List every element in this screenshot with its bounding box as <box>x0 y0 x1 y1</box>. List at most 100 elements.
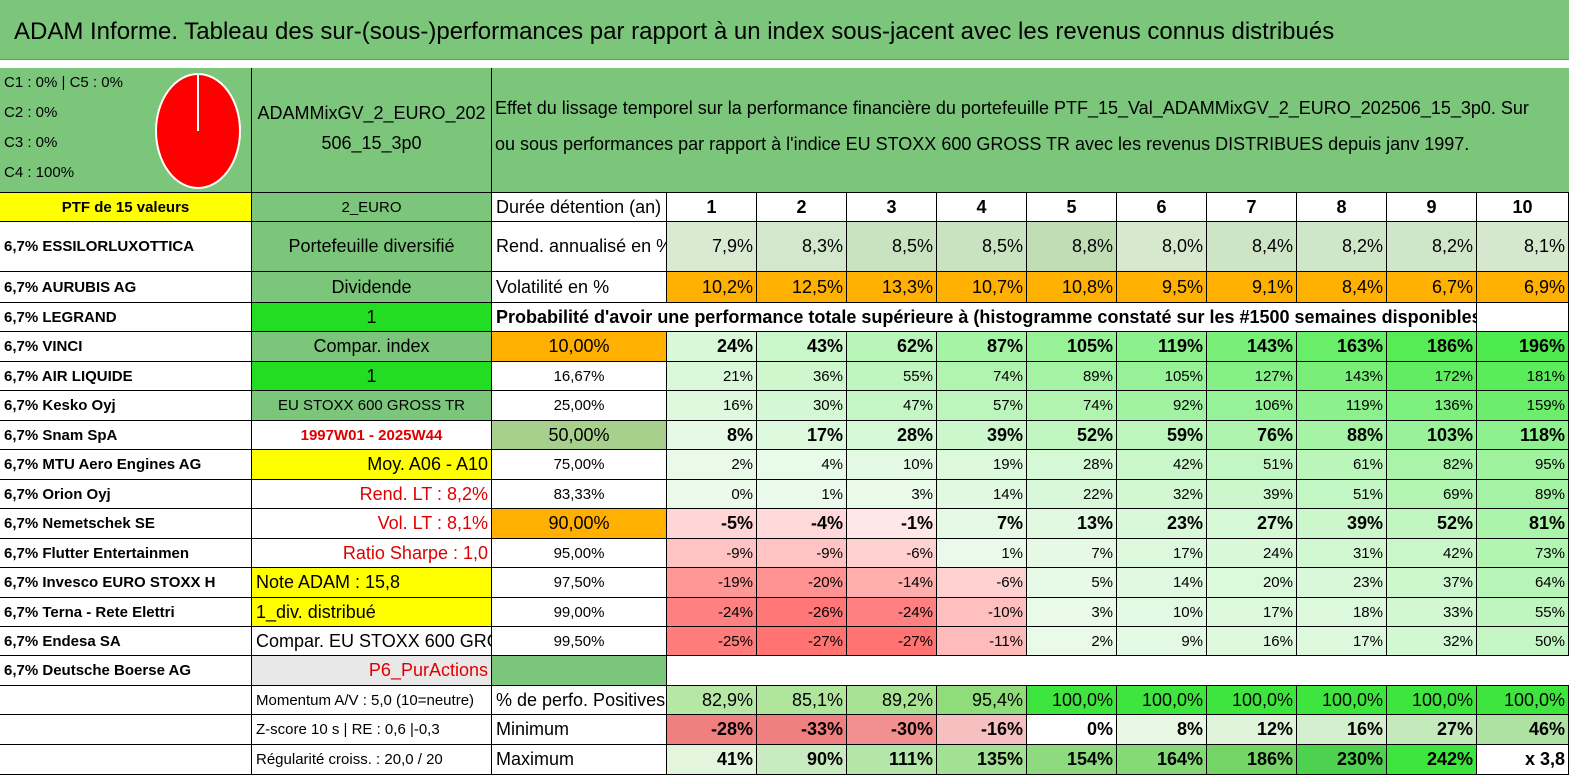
year-header: 5 <box>1027 193 1117 222</box>
probability-value: 5% <box>1027 568 1117 598</box>
info-cell: Ratio Sharpe : 1,0 <box>252 539 492 568</box>
probability-value: 51% <box>1207 450 1297 480</box>
probability-value: 88% <box>1297 421 1387 450</box>
minimum-value: 16% <box>1297 715 1387 745</box>
pie-chart <box>155 73 241 189</box>
probability-value: 8% <box>667 421 757 450</box>
probability-value: 24% <box>1207 539 1297 568</box>
probability-value: -27% <box>757 627 847 656</box>
probability-value: 10% <box>847 450 937 480</box>
positive-value: 85,1% <box>757 686 847 715</box>
maximum-value: 135% <box>937 745 1027 775</box>
info-cell: Compar. EU STOXX 600 GROSS TI <box>252 627 492 656</box>
probability-value: 82% <box>1387 450 1477 480</box>
probability-value: 28% <box>847 421 937 450</box>
year-header: 4 <box>937 193 1027 222</box>
holding-item: 6,7% AURUBIS AG <box>0 272 252 303</box>
probability-value: 17% <box>1207 598 1297 627</box>
probability-value: 52% <box>1387 509 1477 539</box>
probability-value: 30% <box>757 391 847 421</box>
info-cell: Dividende <box>252 272 492 303</box>
minimum-value: 8% <box>1117 715 1207 745</box>
probability-value: 42% <box>1387 539 1477 568</box>
probability-value: 143% <box>1297 362 1387 391</box>
positive-value: 100,0% <box>1387 686 1477 715</box>
probability-value: 3% <box>847 480 937 509</box>
empty-cell <box>0 715 252 745</box>
probability-value: 7% <box>937 509 1027 539</box>
probability-level: 99,50% <box>492 627 667 656</box>
info-cell: Note ADAM : 15,8 <box>252 568 492 598</box>
volatility-value: 9,5% <box>1117 272 1207 303</box>
probability-value: -11% <box>937 627 1027 656</box>
maximum-value: 186% <box>1207 745 1297 775</box>
probability-level: 83,33% <box>492 480 667 509</box>
positive-value: 100,0% <box>1297 686 1387 715</box>
probability-value: 17% <box>757 421 847 450</box>
probability-value: 23% <box>1117 509 1207 539</box>
info-cell: 1_div. distribué <box>252 598 492 627</box>
minimum-value: 46% <box>1477 715 1569 745</box>
info-cell: Moy. A06 - A10 <box>252 450 492 480</box>
empty-cell <box>1477 303 1569 332</box>
holding-item: 6,7% Snam SpA <box>0 421 252 450</box>
row-label: Durée détention (an) <box>492 193 667 222</box>
positive-value: 95,4% <box>937 686 1027 715</box>
volatility-value: 8,4% <box>1297 272 1387 303</box>
probability-value: -19% <box>667 568 757 598</box>
probability-value: 18% <box>1297 598 1387 627</box>
probability-value: 39% <box>1297 509 1387 539</box>
minimum-value: -33% <box>757 715 847 745</box>
return-value: 8,8% <box>1027 222 1117 272</box>
minimum-value: -28% <box>667 715 757 745</box>
probability-value: 105% <box>1027 332 1117 362</box>
probability-value: -10% <box>937 598 1027 627</box>
probability-value: -14% <box>847 568 937 598</box>
probability-value: 118% <box>1477 421 1569 450</box>
maximum-value: 242% <box>1387 745 1477 775</box>
maximum-value: 111% <box>847 745 937 775</box>
probability-value: -26% <box>757 598 847 627</box>
probability-value: 55% <box>1477 598 1569 627</box>
probability-value: 81% <box>1477 509 1569 539</box>
volatility-value: 10,2% <box>667 272 757 303</box>
probability-value: 69% <box>1387 480 1477 509</box>
probability-value: 105% <box>1117 362 1207 391</box>
probability-level: 95,00% <box>492 539 667 568</box>
maximum-value: 41% <box>667 745 757 775</box>
probability-value: 4% <box>757 450 847 480</box>
probability-value: 59% <box>1117 421 1207 450</box>
probability-value: -1% <box>847 509 937 539</box>
volatility-value: 10,7% <box>937 272 1027 303</box>
probability-value: 31% <box>1297 539 1387 568</box>
probability-value: 9% <box>1117 627 1207 656</box>
probability-value: 127% <box>1207 362 1297 391</box>
probability-level: 75,00% <box>492 450 667 480</box>
return-value: 8,5% <box>847 222 937 272</box>
info-cell: Compar. index <box>252 332 492 362</box>
info-cell: 1 <box>252 303 492 332</box>
row-label: Rend. annualisé en % <box>492 222 667 272</box>
volatility-value: 12,5% <box>757 272 847 303</box>
empty-cell <box>0 686 252 715</box>
minimum-value: 12% <box>1207 715 1297 745</box>
probability-value: 89% <box>1477 480 1569 509</box>
probability-level: 16,67% <box>492 362 667 391</box>
volatility-value: 13,3% <box>847 272 937 303</box>
info-cell: Rend. LT : 8,2% <box>252 480 492 509</box>
probability-value: 39% <box>1207 480 1297 509</box>
probability-value: 172% <box>1387 362 1477 391</box>
volatility-value: 10,8% <box>1027 272 1117 303</box>
probability-level: 90,00% <box>492 509 667 539</box>
maximum-value: 90% <box>757 745 847 775</box>
fund-name-line: 506_15_3p0 <box>321 133 422 153</box>
year-header: 3 <box>847 193 937 222</box>
info-cell: P6_PurActions <box>252 656 492 686</box>
probability-value: 16% <box>1207 627 1297 656</box>
probability-value: 64% <box>1477 568 1569 598</box>
probability-value: 95% <box>1477 450 1569 480</box>
info-cell: 1 <box>252 362 492 391</box>
probability-value: -9% <box>667 539 757 568</box>
holding-item: 6,7% Orion Oyj <box>0 480 252 509</box>
probability-value: -20% <box>757 568 847 598</box>
